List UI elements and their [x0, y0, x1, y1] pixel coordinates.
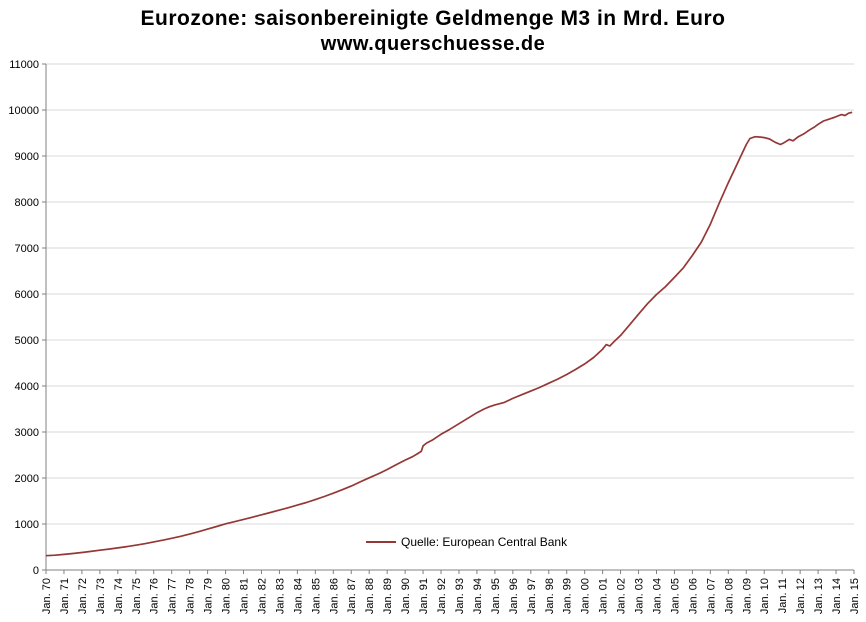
y-tick-label: 4000	[15, 381, 39, 393]
x-tick-label: Jan. 72	[77, 578, 89, 614]
x-tick-label: Jan. 01	[598, 578, 610, 614]
chart-header: Eurozone: saisonbereinigte Geldmenge M3 …	[0, 0, 866, 56]
y-tick-label: 9000	[15, 151, 39, 163]
x-tick-label: Jan. 97	[526, 578, 538, 614]
x-tick-label: Jan. 90	[400, 578, 412, 614]
y-tick-label: 8000	[15, 197, 39, 209]
y-tick-label: 11000	[9, 59, 39, 71]
x-tick-label: Jan. 75	[131, 578, 143, 614]
y-tick-label: 7000	[15, 243, 39, 255]
x-tick-label: Jan. 07	[705, 578, 717, 614]
x-tick-label: Jan. 15	[849, 578, 861, 614]
x-tick-label: Jan. 04	[651, 578, 663, 614]
m3-line-chart: 0 1000 2000 3000 4000 5000 6000 7000 8000 9000 100…	[8, 59, 861, 614]
x-tick-label: Jan. 03	[634, 578, 646, 614]
x-tick-label: Jan. 14	[831, 578, 843, 614]
x-tick-label: Jan. 98	[544, 578, 556, 614]
x-tick-label: Jan. 89	[382, 578, 394, 614]
x-tick-label: Jan. 71	[59, 578, 71, 614]
y-tick-label: 1000	[15, 519, 39, 531]
x-tick-label: Jan. 83	[274, 578, 286, 614]
x-tick-label: Jan. 12	[795, 578, 807, 614]
x-tick-label: Jan. 82	[256, 578, 268, 614]
x-tick-label: Jan. 74	[113, 578, 125, 614]
x-tick-label: Jan. 92	[436, 578, 448, 614]
y-tick-label: 5000	[15, 335, 39, 347]
x-tick-label: Jan. 06	[687, 578, 699, 614]
x-tick-label: Jan. 10	[759, 578, 771, 614]
x-tick-label: Jan. 70	[41, 578, 53, 614]
x-tick-label: Jan. 11	[777, 578, 789, 613]
x-tick-label: Jan. 91	[418, 578, 430, 614]
x-tick-label: Jan. 76	[149, 578, 161, 614]
y-tick-label: 10000	[8, 105, 39, 117]
chart-title: Eurozone: saisonbereinigte Geldmenge M3 …	[140, 7, 726, 30]
y-tick-label: 2000	[15, 473, 39, 485]
x-tick-label: Jan. 87	[346, 578, 358, 614]
x-tick-label: Jan. 78	[185, 578, 197, 614]
y-tick-label: 3000	[15, 427, 39, 439]
x-tick-label: Jan. 84	[292, 578, 304, 614]
m3-series-line	[45, 111, 853, 557]
x-tick-label: Jan. 93	[454, 578, 466, 614]
x-tick-label: Jan. 02	[616, 578, 628, 614]
chart-subtitle: www.querschuesse.de	[320, 33, 546, 55]
x-tick-label: Jan. 77	[167, 578, 179, 614]
x-tick-label: Jan. 81	[239, 578, 251, 614]
y-tick-label: 6000	[15, 289, 39, 301]
x-tick-label: Jan. 13	[813, 578, 825, 614]
x-tick-label: Jan. 99	[562, 578, 574, 614]
legend-label: Quelle: European Central Bank	[401, 535, 568, 549]
x-tick-label: Jan. 88	[364, 578, 376, 614]
x-tick-label: Jan. 05	[669, 578, 681, 614]
x-tick-label: Jan. 86	[328, 578, 340, 614]
x-tick-label: Jan. 08	[723, 578, 735, 614]
x-tick-label: Jan. 73	[95, 578, 107, 614]
x-tick-label: Jan. 00	[580, 578, 592, 614]
y-tick-label: 0	[33, 565, 39, 577]
x-tick-label: Jan. 95	[490, 578, 502, 614]
x-tick-label: Jan. 96	[508, 578, 520, 614]
x-tick-label: Jan. 09	[741, 578, 753, 614]
x-tick-label: Jan. 85	[310, 578, 322, 614]
x-tick-label: Jan. 94	[472, 578, 484, 614]
x-tick-label: Jan. 79	[203, 578, 215, 614]
x-tick-label: Jan. 80	[221, 578, 233, 614]
